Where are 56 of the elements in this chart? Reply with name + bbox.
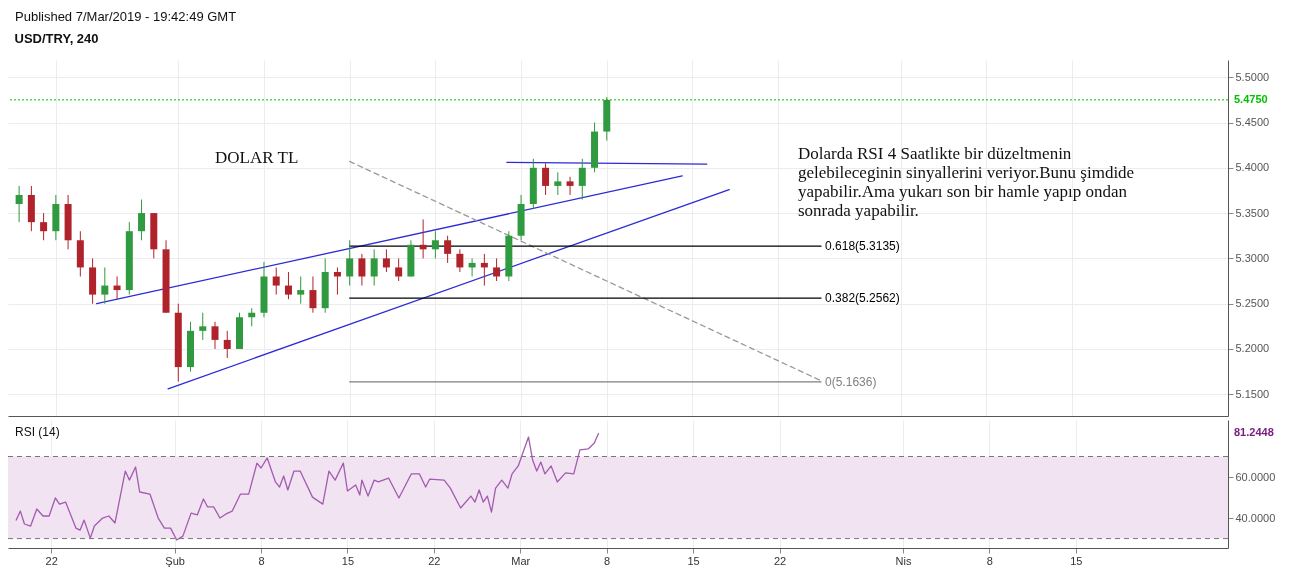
candlestick	[211, 321, 219, 350]
candlestick	[223, 330, 231, 359]
candlestick	[554, 171, 562, 196]
chart-subtitle: Published 7/Mar/2019 - 19:42:49 GMT	[15, 9, 237, 24]
x-tick-label: Şub	[165, 554, 185, 567]
y-tick-label: 5.2500	[1235, 297, 1270, 310]
ref-line-label: 5.4750	[1234, 92, 1268, 105]
x-tick-label: Mar	[511, 554, 531, 567]
series-label: 0.618(5.3135)	[825, 239, 900, 254]
annotation: DOLAR TL	[215, 148, 299, 167]
y-tick-label: 5.4500	[1235, 116, 1270, 128]
candlestick	[542, 162, 550, 196]
candlestick	[101, 266, 109, 305]
text: 81.2448	[1234, 426, 1274, 438]
candlestick	[358, 253, 366, 287]
annotation: Dolarda RSI 4 Saatlikte bir düzeltmenin gelebileceginin sinyallerini veriyor.Bunu şimdide yapabilir.Ama yukarı son bir hamle yapıp ondan sonrada yapabilir.	[798, 144, 1135, 220]
y-tick-label: 5.1500	[1235, 387, 1270, 400]
candlestick	[456, 248, 464, 273]
chart-title: USD/TRY, 240	[14, 31, 99, 46]
candlestick	[493, 257, 501, 282]
x-tick-label: 15	[687, 554, 700, 567]
candlestick	[272, 266, 280, 296]
candlestick	[15, 185, 23, 223]
series-label: 0.382(5.2562)	[825, 291, 900, 306]
y-tick-label: 60.0000	[1235, 470, 1276, 483]
candlestick	[370, 248, 378, 287]
y-tick-label: 5.4000	[1235, 161, 1270, 174]
x-tick-label: 8	[258, 554, 265, 567]
candlestick	[284, 271, 292, 300]
candlestick	[346, 239, 354, 287]
candlestick	[40, 212, 48, 241]
chart-title: RSI (14)	[15, 425, 60, 439]
x-tick-label: 15	[1070, 554, 1083, 567]
x-tick-label: 8	[604, 554, 611, 567]
candlestick	[578, 158, 586, 200]
candlestick	[566, 176, 574, 196]
candlestick	[444, 235, 452, 264]
x-tick-label: Nis	[895, 554, 912, 567]
x-tick-label: 22	[428, 554, 441, 567]
y-tick-label: 5.3000	[1235, 251, 1270, 264]
y-tick-label: 5.3500	[1235, 206, 1270, 219]
candlestick	[382, 248, 390, 273]
candlestick	[395, 257, 403, 282]
candlestick	[199, 312, 207, 341]
candlestick	[309, 276, 317, 314]
series-label: 0(5.1636)	[825, 374, 877, 389]
y-tick-label: 5.2000	[1235, 342, 1270, 355]
candlestick	[297, 276, 305, 305]
x-tick-label: 15	[341, 554, 355, 567]
y-tick-label: 5.5000	[1235, 70, 1270, 83]
candlestick	[138, 199, 146, 241]
y-tick-label: 40.0000	[1235, 511, 1276, 524]
x-tick-label: 22	[45, 554, 58, 567]
x-tick-label: 22	[773, 554, 787, 567]
x-tick-label: 8	[986, 554, 993, 567]
candlestick	[431, 230, 439, 259]
